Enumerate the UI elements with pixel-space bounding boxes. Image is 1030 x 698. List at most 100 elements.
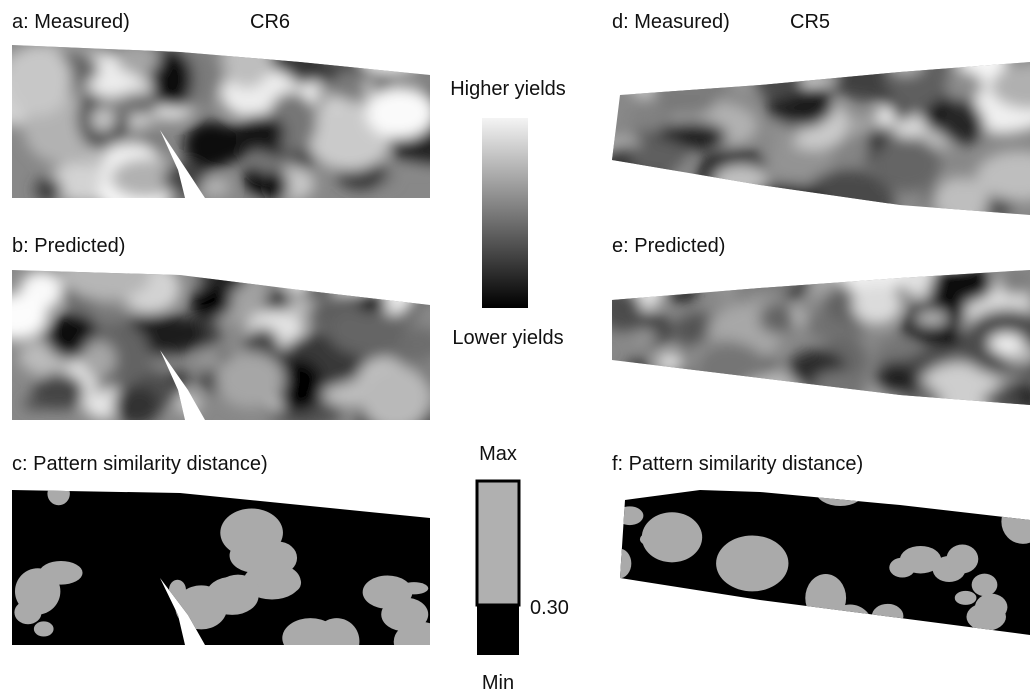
map-patch	[184, 121, 238, 170]
map-patch	[852, 285, 901, 325]
site-label: CR6	[250, 11, 290, 33]
map-patch	[955, 591, 977, 605]
map	[0, 28, 460, 215]
map-patch	[900, 546, 941, 573]
map-patch	[779, 44, 853, 76]
map-patch	[730, 199, 753, 221]
map	[0, 239, 443, 449]
map-patch	[906, 391, 944, 413]
map-patch	[378, 253, 423, 303]
map-patch	[359, 42, 421, 73]
map-patch	[946, 545, 978, 574]
map-patch	[675, 185, 725, 233]
map-patch	[876, 106, 895, 126]
map-patch	[206, 577, 259, 615]
map-patch	[760, 379, 836, 427]
map-patch	[189, 285, 231, 318]
map-patch	[652, 586, 679, 618]
map-patch	[396, 287, 418, 300]
map-patch	[114, 386, 161, 426]
map-patch	[983, 390, 1023, 411]
map-patch	[282, 250, 366, 296]
map-patch	[394, 622, 446, 662]
map-patch	[884, 36, 948, 112]
map	[607, 475, 1030, 653]
map-patch	[166, 370, 191, 386]
legend-label: Higher yields	[450, 78, 566, 100]
map-patch	[888, 50, 924, 75]
map-patch	[91, 108, 116, 131]
map-patch	[320, 39, 350, 60]
distance-high	[477, 481, 519, 605]
map-patch	[625, 587, 670, 645]
map-patch	[828, 257, 890, 283]
site-label: CR5	[790, 11, 830, 33]
map-patch	[713, 164, 769, 199]
map-patch	[872, 137, 940, 192]
map-patch	[734, 253, 801, 294]
map-patch	[117, 44, 160, 75]
map-patch	[747, 184, 823, 218]
map-patch	[631, 328, 657, 345]
map-patch	[921, 264, 994, 304]
map-patch	[301, 283, 334, 299]
map-patch	[15, 568, 60, 614]
map-patch	[306, 266, 347, 293]
map-patch	[612, 177, 647, 193]
panel-label: b: Predicted)	[12, 235, 125, 257]
map-patch	[600, 256, 629, 284]
map-patch	[989, 333, 1024, 353]
map	[582, 34, 1030, 234]
map-patch	[328, 308, 405, 355]
map-patch	[33, 373, 85, 410]
map-patch	[235, 115, 285, 152]
map-patch	[599, 287, 642, 330]
map-patch	[749, 384, 788, 409]
map-patch	[816, 475, 865, 506]
map-patch	[637, 34, 703, 95]
map-patch	[216, 352, 285, 408]
map-patch	[34, 621, 54, 636]
map-patches	[599, 240, 1030, 427]
map-patch	[287, 299, 309, 317]
map-patch	[730, 285, 753, 304]
distance-low	[477, 605, 519, 655]
legend-label: 0.30	[530, 597, 569, 619]
map-patch	[749, 377, 785, 401]
map-patch	[604, 390, 661, 423]
map-patch	[827, 604, 874, 653]
map-patch	[656, 353, 682, 372]
map-patch	[174, 393, 201, 413]
map-patch	[966, 603, 1006, 631]
map-patch	[811, 370, 866, 405]
legend-label: Max	[479, 443, 517, 465]
map-patch	[716, 536, 788, 592]
map-patch	[915, 311, 948, 325]
map-patch	[47, 482, 69, 505]
map-patch	[649, 37, 731, 93]
map-patch	[805, 574, 846, 622]
map-patch	[404, 28, 440, 72]
map-patch	[753, 54, 803, 99]
map-patch	[839, 621, 865, 638]
map-patch	[898, 252, 934, 296]
map-patch	[696, 343, 767, 396]
map-patch	[607, 549, 631, 579]
map-patch	[933, 177, 989, 223]
map-patch	[127, 92, 160, 116]
map-patches	[582, 34, 1030, 234]
map-patch	[260, 170, 288, 200]
map-patch	[872, 604, 904, 629]
map-patch	[340, 254, 390, 291]
panel-label: e: Predicted)	[612, 235, 725, 257]
panel-label: d: Measured)	[612, 11, 730, 33]
panel-label: f: Pattern similarity distance)	[612, 453, 863, 475]
map-patch	[644, 184, 681, 201]
map-patch	[765, 43, 843, 87]
map	[12, 482, 446, 664]
map-patch	[735, 375, 808, 424]
map-patch	[169, 580, 186, 601]
map-patch	[616, 506, 643, 525]
map-patch	[366, 88, 434, 139]
panel-label: c: Pattern similarity distance)	[12, 453, 268, 475]
